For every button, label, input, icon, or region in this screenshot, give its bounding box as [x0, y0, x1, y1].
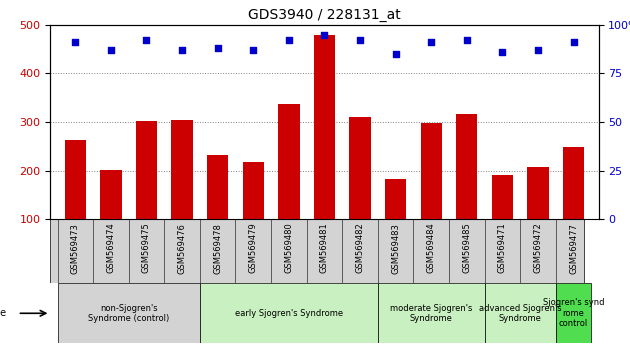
Point [462, 38, 472, 43]
Point [213, 45, 223, 51]
Text: GSM569483: GSM569483 [391, 223, 400, 274]
Bar [171, 120, 193, 219]
Text: GSM569472: GSM569472 [534, 223, 542, 273]
Bar [556, 283, 592, 343]
Bar [100, 170, 122, 219]
Point [142, 38, 152, 43]
Text: GSM569484: GSM569484 [427, 223, 436, 273]
Text: GSM569478: GSM569478 [213, 223, 222, 274]
Bar [136, 121, 157, 219]
Point [568, 40, 578, 45]
Point [426, 40, 436, 45]
Text: GSM569474: GSM569474 [106, 223, 115, 273]
Bar [200, 283, 378, 343]
Bar [456, 114, 478, 219]
Text: GSM569479: GSM569479 [249, 223, 258, 273]
Text: GSM569477: GSM569477 [569, 223, 578, 274]
Bar [527, 167, 549, 219]
Bar [563, 147, 584, 219]
Text: GSM569476: GSM569476 [178, 223, 186, 274]
Text: GSM569482: GSM569482 [355, 223, 365, 273]
Point [284, 38, 294, 43]
Bar [350, 117, 370, 219]
Bar [207, 155, 228, 219]
Text: disease state: disease state [0, 308, 6, 318]
Bar [385, 179, 406, 219]
Text: GSM569485: GSM569485 [462, 223, 471, 273]
Text: moderate Sjogren's
Syndrome: moderate Sjogren's Syndrome [390, 304, 472, 323]
Bar [484, 283, 556, 343]
Point [106, 47, 116, 53]
Bar [243, 162, 264, 219]
Bar [492, 175, 513, 219]
Bar [57, 283, 200, 343]
Text: non-Sjogren's
Syndrome (control): non-Sjogren's Syndrome (control) [88, 304, 169, 323]
Text: GSM569473: GSM569473 [71, 223, 80, 274]
Point [533, 47, 543, 53]
Bar [314, 34, 335, 219]
Text: GSM569475: GSM569475 [142, 223, 151, 273]
Point [248, 47, 258, 53]
Text: advanced Sjogren's
Syndrome: advanced Sjogren's Syndrome [479, 304, 561, 323]
Bar [378, 283, 484, 343]
Title: GDS3940 / 228131_at: GDS3940 / 228131_at [248, 8, 401, 22]
Text: GSM569481: GSM569481 [320, 223, 329, 273]
Point [391, 51, 401, 57]
Point [71, 40, 81, 45]
Bar [278, 104, 299, 219]
Text: early Sjogren's Syndrome: early Sjogren's Syndrome [235, 309, 343, 318]
Point [497, 49, 507, 55]
Bar [65, 140, 86, 219]
Point [177, 47, 187, 53]
Text: GSM569471: GSM569471 [498, 223, 507, 273]
Point [355, 38, 365, 43]
Text: Sjogren's synd
rome
control: Sjogren's synd rome control [543, 298, 604, 328]
Point [319, 32, 329, 37]
Text: GSM569480: GSM569480 [284, 223, 294, 273]
Bar [421, 123, 442, 219]
